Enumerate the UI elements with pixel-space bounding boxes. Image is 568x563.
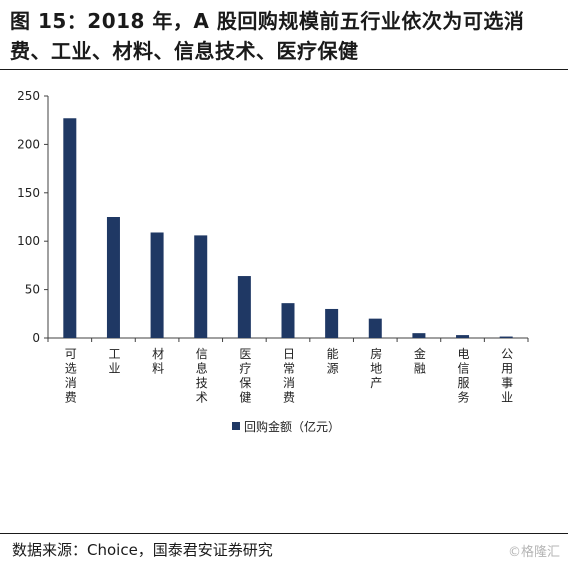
bar <box>499 336 513 338</box>
category-label: 医疗保健 <box>239 347 251 405</box>
y-tick-label: 200 <box>17 137 40 151</box>
y-axis: 0 50 100 150 200 250 <box>17 89 49 345</box>
legend-swatch <box>232 422 240 430</box>
watermark: ©格隆汇 <box>507 545 560 560</box>
category-label: 材料 <box>152 347 164 376</box>
legend-label: 回购金额（亿元） <box>244 419 340 434</box>
bar <box>237 276 251 338</box>
bottom-rule <box>0 533 568 534</box>
category-label: 日常消费 <box>283 347 295 405</box>
category-label: 房地产 <box>370 346 382 390</box>
top-rule <box>0 69 568 70</box>
category-label: 可选消费 <box>65 347 77 405</box>
bar <box>368 318 382 338</box>
chart-title: 图 15：2018 年，A 股回购规模前五行业依次为可选消费、工业、材料、信息技… <box>10 9 525 63</box>
bar <box>281 303 295 338</box>
y-tick-label: 100 <box>17 234 40 248</box>
category-label: 工业 <box>108 347 120 376</box>
y-tick-label: 250 <box>17 89 40 103</box>
bar <box>150 232 164 338</box>
bar <box>63 118 77 338</box>
source-note: 数据来源：Choice，国泰君安证券研究 <box>12 541 273 559</box>
bar <box>412 333 426 338</box>
y-tick-label: 50 <box>25 283 40 297</box>
bar <box>194 235 208 338</box>
bar <box>325 308 339 338</box>
legend: 回购金额（亿元） <box>232 419 340 434</box>
x-axis <box>47 337 529 342</box>
y-tick-label: 0 <box>32 331 40 345</box>
bar-chart: 0 50 100 150 200 250 可选消费 工业 材料 信息技术 医疗保健 日常消费 能源 房地… <box>17 89 529 434</box>
category-label: 金融 <box>414 346 426 376</box>
category-labels: 可选消费 工业 材料 信息技术 医疗保健 日常消费 能源 房地产 金融 电信服务 公用事业 <box>65 346 513 405</box>
bars <box>63 118 513 338</box>
y-tick-label: 150 <box>17 186 40 200</box>
bar <box>456 335 470 338</box>
category-label: 信息技术 <box>196 347 208 405</box>
category-label: 公用事业 <box>501 347 513 405</box>
category-label: 能源 <box>327 347 339 376</box>
category-label: 电信服务 <box>458 347 470 405</box>
bar <box>106 217 120 338</box>
